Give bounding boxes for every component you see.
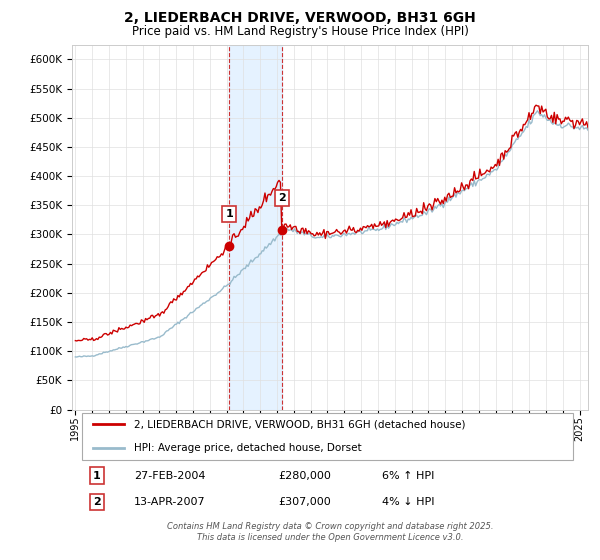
Text: 1: 1: [92, 470, 100, 480]
Text: 1: 1: [225, 209, 233, 219]
Text: Contains HM Land Registry data © Crown copyright and database right 2025.
This d: Contains HM Land Registry data © Crown c…: [167, 522, 493, 542]
Text: 2: 2: [278, 193, 286, 203]
Text: 13-APR-2007: 13-APR-2007: [134, 497, 206, 507]
Text: 4% ↓ HPI: 4% ↓ HPI: [382, 497, 434, 507]
Text: 2: 2: [92, 497, 100, 507]
FancyBboxPatch shape: [82, 413, 572, 460]
Text: 27-FEB-2004: 27-FEB-2004: [134, 470, 205, 480]
Text: 2, LIEDERBACH DRIVE, VERWOOD, BH31 6GH: 2, LIEDERBACH DRIVE, VERWOOD, BH31 6GH: [124, 11, 476, 25]
Text: HPI: Average price, detached house, Dorset: HPI: Average price, detached house, Dors…: [134, 442, 362, 452]
Text: 6% ↑ HPI: 6% ↑ HPI: [382, 470, 434, 480]
Text: Price paid vs. HM Land Registry's House Price Index (HPI): Price paid vs. HM Land Registry's House …: [131, 25, 469, 38]
Text: 2, LIEDERBACH DRIVE, VERWOOD, BH31 6GH (detached house): 2, LIEDERBACH DRIVE, VERWOOD, BH31 6GH (…: [134, 419, 466, 430]
Text: £280,000: £280,000: [278, 470, 331, 480]
Bar: [229, 45, 282, 409]
Text: £307,000: £307,000: [278, 497, 331, 507]
